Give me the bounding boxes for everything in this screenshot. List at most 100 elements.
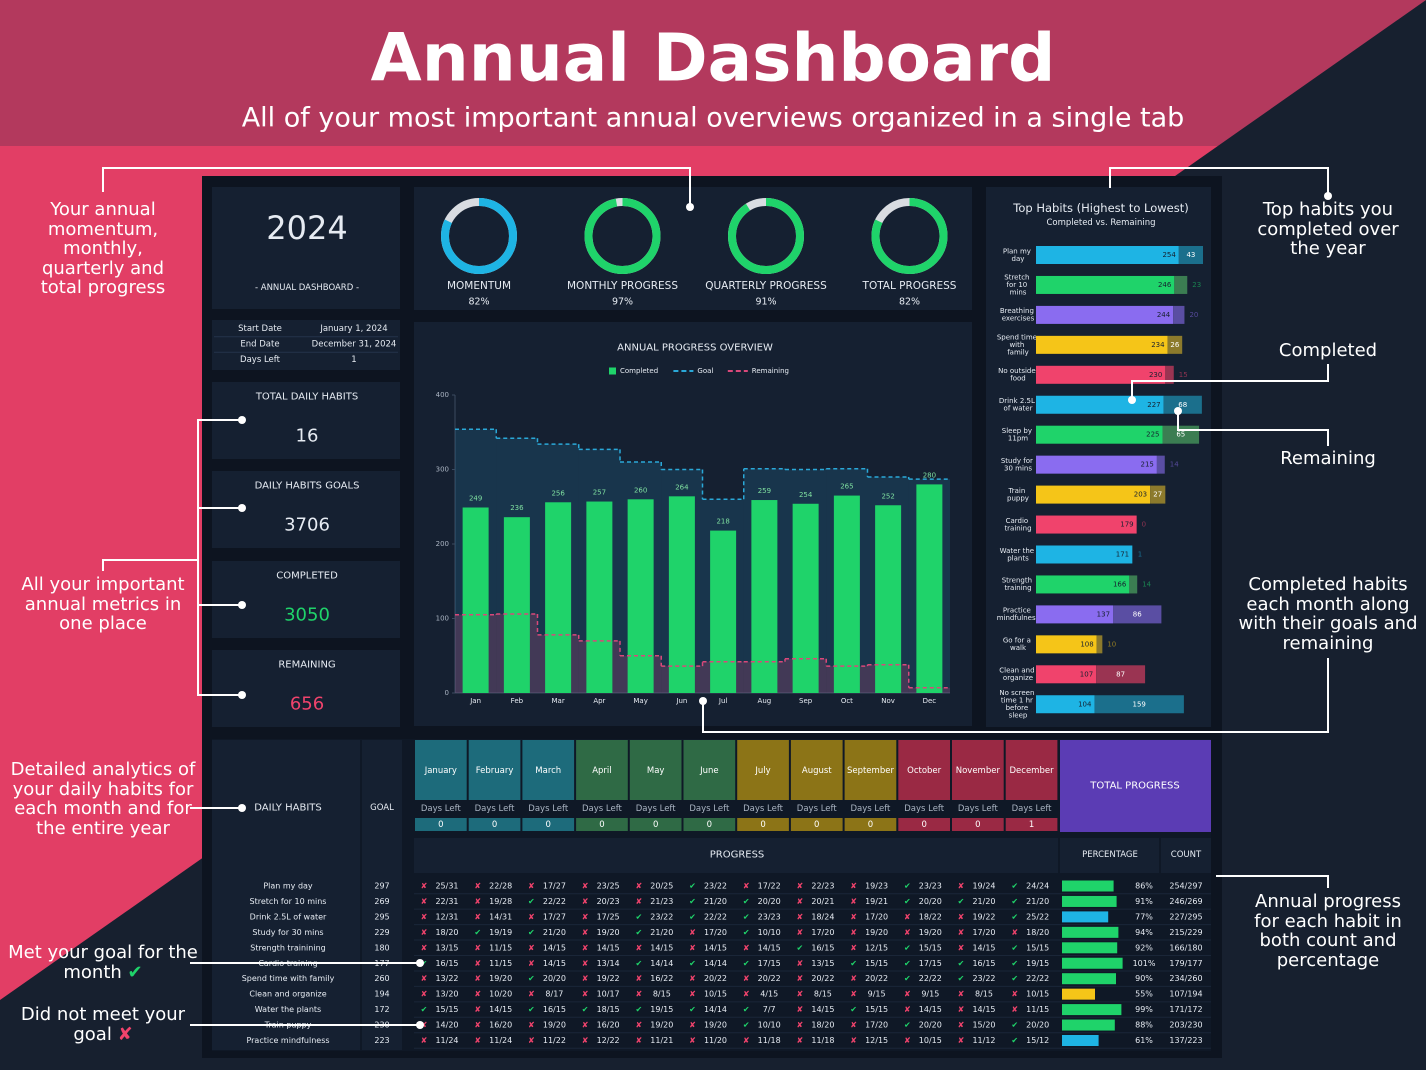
bar	[462, 507, 489, 693]
ring-value: 97%	[612, 297, 633, 308]
status-icon: ✔	[1011, 897, 1018, 906]
status-icon: ✘	[635, 1021, 642, 1030]
progress-cell: 11/18	[811, 1036, 834, 1045]
status-icon: ✘	[528, 1036, 535, 1045]
habit-name: Drink 2.5L of water	[250, 912, 327, 921]
status-icon: ✘	[958, 1005, 965, 1014]
label-line: No outside	[998, 367, 1038, 375]
percentage-label: 99%	[1135, 1005, 1153, 1014]
habit-goal: 295	[374, 912, 389, 921]
progress-cell: 17/27	[543, 912, 566, 921]
status-icon: ✘	[689, 943, 696, 952]
days-left-cell	[790, 818, 843, 831]
status-icon: ✘	[797, 912, 804, 921]
days-left-value: 1	[1029, 820, 1034, 830]
progress-cell: 17/25	[597, 912, 620, 921]
month-name: February	[476, 766, 514, 776]
progress-cell: 11/21	[650, 1036, 673, 1045]
column-header: COUNT	[1171, 850, 1202, 860]
x-tick-label: Nov	[881, 697, 895, 705]
status-icon: ✔	[1011, 1021, 1018, 1030]
completed-bar	[1036, 425, 1163, 444]
bar	[916, 484, 943, 693]
status-icon: ✘	[797, 1021, 804, 1030]
label-line: Stretch	[1004, 273, 1031, 281]
bar-value-label: 265	[840, 483, 853, 491]
goal-column	[362, 740, 402, 1050]
progress-cell: 15/15	[435, 1005, 458, 1014]
status-icon: ✘	[797, 928, 804, 937]
count-label: 107/194	[1169, 990, 1202, 999]
status-icon: ✔	[421, 959, 428, 968]
status-icon: ✘	[421, 882, 428, 891]
remaining-bar	[1163, 395, 1202, 414]
remaining-label: 65	[1176, 431, 1185, 439]
progress-cell: 19/20	[704, 1021, 727, 1030]
status-icon: ✘	[1011, 1005, 1018, 1014]
habit-name: Water the plants	[255, 1005, 321, 1014]
status-icon: ✔	[635, 928, 642, 937]
bar	[833, 495, 860, 693]
status-icon: ✘	[797, 1036, 804, 1045]
percentage-label: 91%	[1135, 897, 1153, 906]
days-left-label: Days Left	[475, 804, 516, 814]
progress-cell: 10/15	[704, 990, 727, 999]
remaining-bar	[1113, 605, 1162, 624]
status-icon: ✘	[797, 959, 804, 968]
label-line: 30 mins	[1004, 464, 1032, 472]
progress-cell: 18/20	[435, 928, 458, 937]
percentage-bar	[1062, 1004, 1122, 1016]
completed-label: 227	[1147, 401, 1160, 409]
habit-label: Spend time with family	[997, 333, 1039, 356]
ring-value: 82%	[899, 297, 920, 308]
status-icon: ✔	[904, 959, 911, 968]
progress-cell: 8/15	[814, 990, 832, 999]
completed-bar	[1036, 246, 1179, 264]
percentage-label: 88%	[1135, 1021, 1153, 1030]
status-icon: ✔	[689, 1005, 696, 1014]
status-icon: ✘	[582, 912, 589, 921]
status-icon: ✘	[474, 959, 481, 968]
status-icon: ✘	[635, 974, 642, 983]
progress-cell: 21/20	[972, 897, 995, 906]
status-icon: ✔	[1011, 882, 1018, 891]
status-icon: ✘	[904, 912, 911, 921]
check-icon: ✔	[127, 961, 143, 983]
progress-cell: 14/14	[704, 1005, 727, 1014]
status-icon: ✘	[958, 1021, 965, 1030]
bar-value-label: 256	[551, 489, 565, 497]
completed-label: 230	[1149, 371, 1162, 379]
progress-cell: 19/15	[650, 1005, 673, 1014]
habit-label: Stretch for 10 mins	[1004, 273, 1031, 296]
metric-label: REMAINING	[278, 660, 335, 671]
remaining-label: 10	[1107, 640, 1116, 648]
progress-cell: 21/20	[543, 928, 566, 937]
status-icon: ✘	[635, 943, 642, 952]
remaining-label: 15	[1179, 371, 1188, 379]
completed-label: 104	[1078, 700, 1092, 708]
progress-cell: 15/15	[865, 959, 888, 968]
days-left-cell	[576, 818, 628, 831]
progress-cell: 8/17	[545, 990, 563, 999]
x-tick-label: Feb	[511, 697, 524, 705]
count-label: 254/297	[1169, 882, 1202, 891]
status-icon: ✘	[582, 990, 589, 999]
month-header	[576, 740, 628, 800]
annotation-text: Remaining	[1280, 448, 1376, 469]
days-left-label: Days Left	[743, 804, 784, 814]
date-value: January 1, 2024	[319, 324, 387, 334]
label-line: organize	[1003, 674, 1033, 682]
days-left-value: 0	[921, 820, 926, 830]
bar-value-label: 260	[634, 486, 647, 494]
month-header	[522, 740, 575, 800]
month-name: August	[802, 766, 832, 776]
month-name: May	[647, 766, 665, 776]
habit-label: Sleep by 11pm	[1002, 427, 1034, 443]
status-icon: ✔	[582, 1005, 589, 1014]
progress-cell: 11/15	[1026, 1005, 1049, 1014]
status-icon: ✘	[474, 974, 481, 983]
status-icon: ✘	[474, 1036, 481, 1045]
days-left-value: 0	[975, 820, 980, 830]
progress-cell: 14/15	[972, 943, 995, 952]
x-tick-label: Sep	[799, 697, 813, 705]
